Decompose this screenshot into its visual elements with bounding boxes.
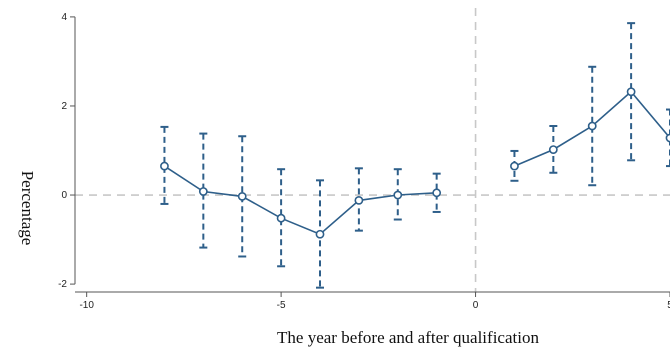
y-tick-label: -2 bbox=[58, 279, 67, 290]
data-point bbox=[665, 133, 670, 143]
coefficient-series bbox=[163, 90, 670, 236]
x-tick-label: 0 bbox=[473, 300, 479, 311]
data-point bbox=[432, 188, 442, 198]
data-point bbox=[510, 161, 519, 171]
x-axis-label: The year before and after qualification bbox=[277, 328, 539, 347]
data-point bbox=[626, 87, 636, 97]
x-tick-label: -5 bbox=[277, 300, 286, 311]
reference-lines bbox=[75, 8, 670, 293]
data-point bbox=[198, 187, 208, 196]
data-point bbox=[587, 121, 597, 131]
x-tick-label: 5 bbox=[667, 300, 670, 311]
y-tick-label: 0 bbox=[61, 190, 67, 201]
data-point bbox=[237, 191, 247, 201]
y-tick-label: 2 bbox=[61, 101, 67, 112]
data-point bbox=[548, 145, 558, 155]
data-point bbox=[354, 195, 364, 205]
axes: -2 0 2 4 -10 -5 0 5 bbox=[58, 12, 670, 311]
y-tick-label: 4 bbox=[61, 12, 67, 23]
x-tick-label: -10 bbox=[79, 300, 94, 311]
confidence-intervals bbox=[160, 22, 670, 289]
data-point bbox=[160, 161, 169, 171]
series-line-segment bbox=[163, 165, 437, 236]
y-axis-label: Percentage bbox=[18, 171, 37, 246]
data-point bbox=[393, 190, 403, 200]
coefficient-points bbox=[160, 87, 670, 239]
data-point bbox=[276, 213, 286, 223]
data-point bbox=[315, 229, 325, 239]
